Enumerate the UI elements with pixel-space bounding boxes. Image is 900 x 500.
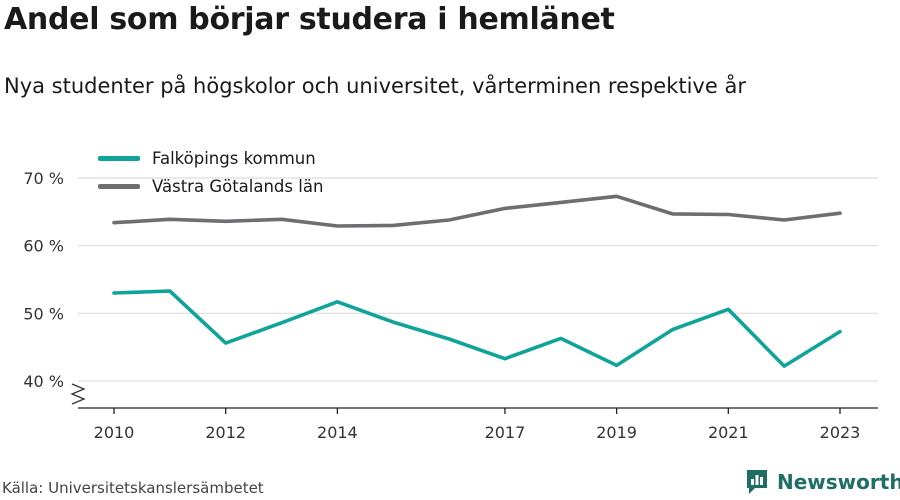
legend-swatch-falkoping <box>98 155 140 161</box>
x-tick-label-2019: 2019 <box>596 423 637 442</box>
chart-subtitle: Nya studenter på högskolor och universit… <box>4 74 746 98</box>
legend-swatch-vastra-gotaland <box>98 183 140 189</box>
newsworthy-logo-icon <box>747 470 767 494</box>
chart-title: Andel som börjar studera i hemlänet <box>4 2 615 37</box>
legend-item-falkoping: Falköpings kommun <box>98 144 323 172</box>
legend-label-falkoping: Falköpings kommun <box>152 148 316 168</box>
x-tick-label-2017: 2017 <box>485 423 526 442</box>
chart-legend: Falköpings kommun Västra Götalands län <box>98 144 323 200</box>
x-tick-label-2023: 2023 <box>820 423 861 442</box>
x-tick-label-2021: 2021 <box>708 423 749 442</box>
series-line-vastra-gotaland <box>112 194 842 228</box>
y-tick-label-70: 70 % <box>23 169 64 188</box>
y-tick-label-40: 40 % <box>23 372 64 391</box>
y-tick-label-60: 60 % <box>23 237 64 256</box>
brand-name: Newsworthy <box>777 470 900 494</box>
series-line-falkoping <box>112 289 842 368</box>
axis-break-icon <box>70 383 86 405</box>
x-tick-label-2014: 2014 <box>317 423 358 442</box>
brand-logo: Newsworthy <box>745 468 900 496</box>
legend-item-vastra-gotaland: Västra Götalands län <box>98 172 323 200</box>
y-tick-label-50: 50 % <box>23 304 64 323</box>
legend-label-vastra-gotaland: Västra Götalands län <box>152 176 324 196</box>
source-note: Källa: Universitetskanslersämbetet <box>2 479 264 497</box>
x-tick-label-2012: 2012 <box>205 423 246 442</box>
x-tick-label-2010: 2010 <box>94 423 135 442</box>
